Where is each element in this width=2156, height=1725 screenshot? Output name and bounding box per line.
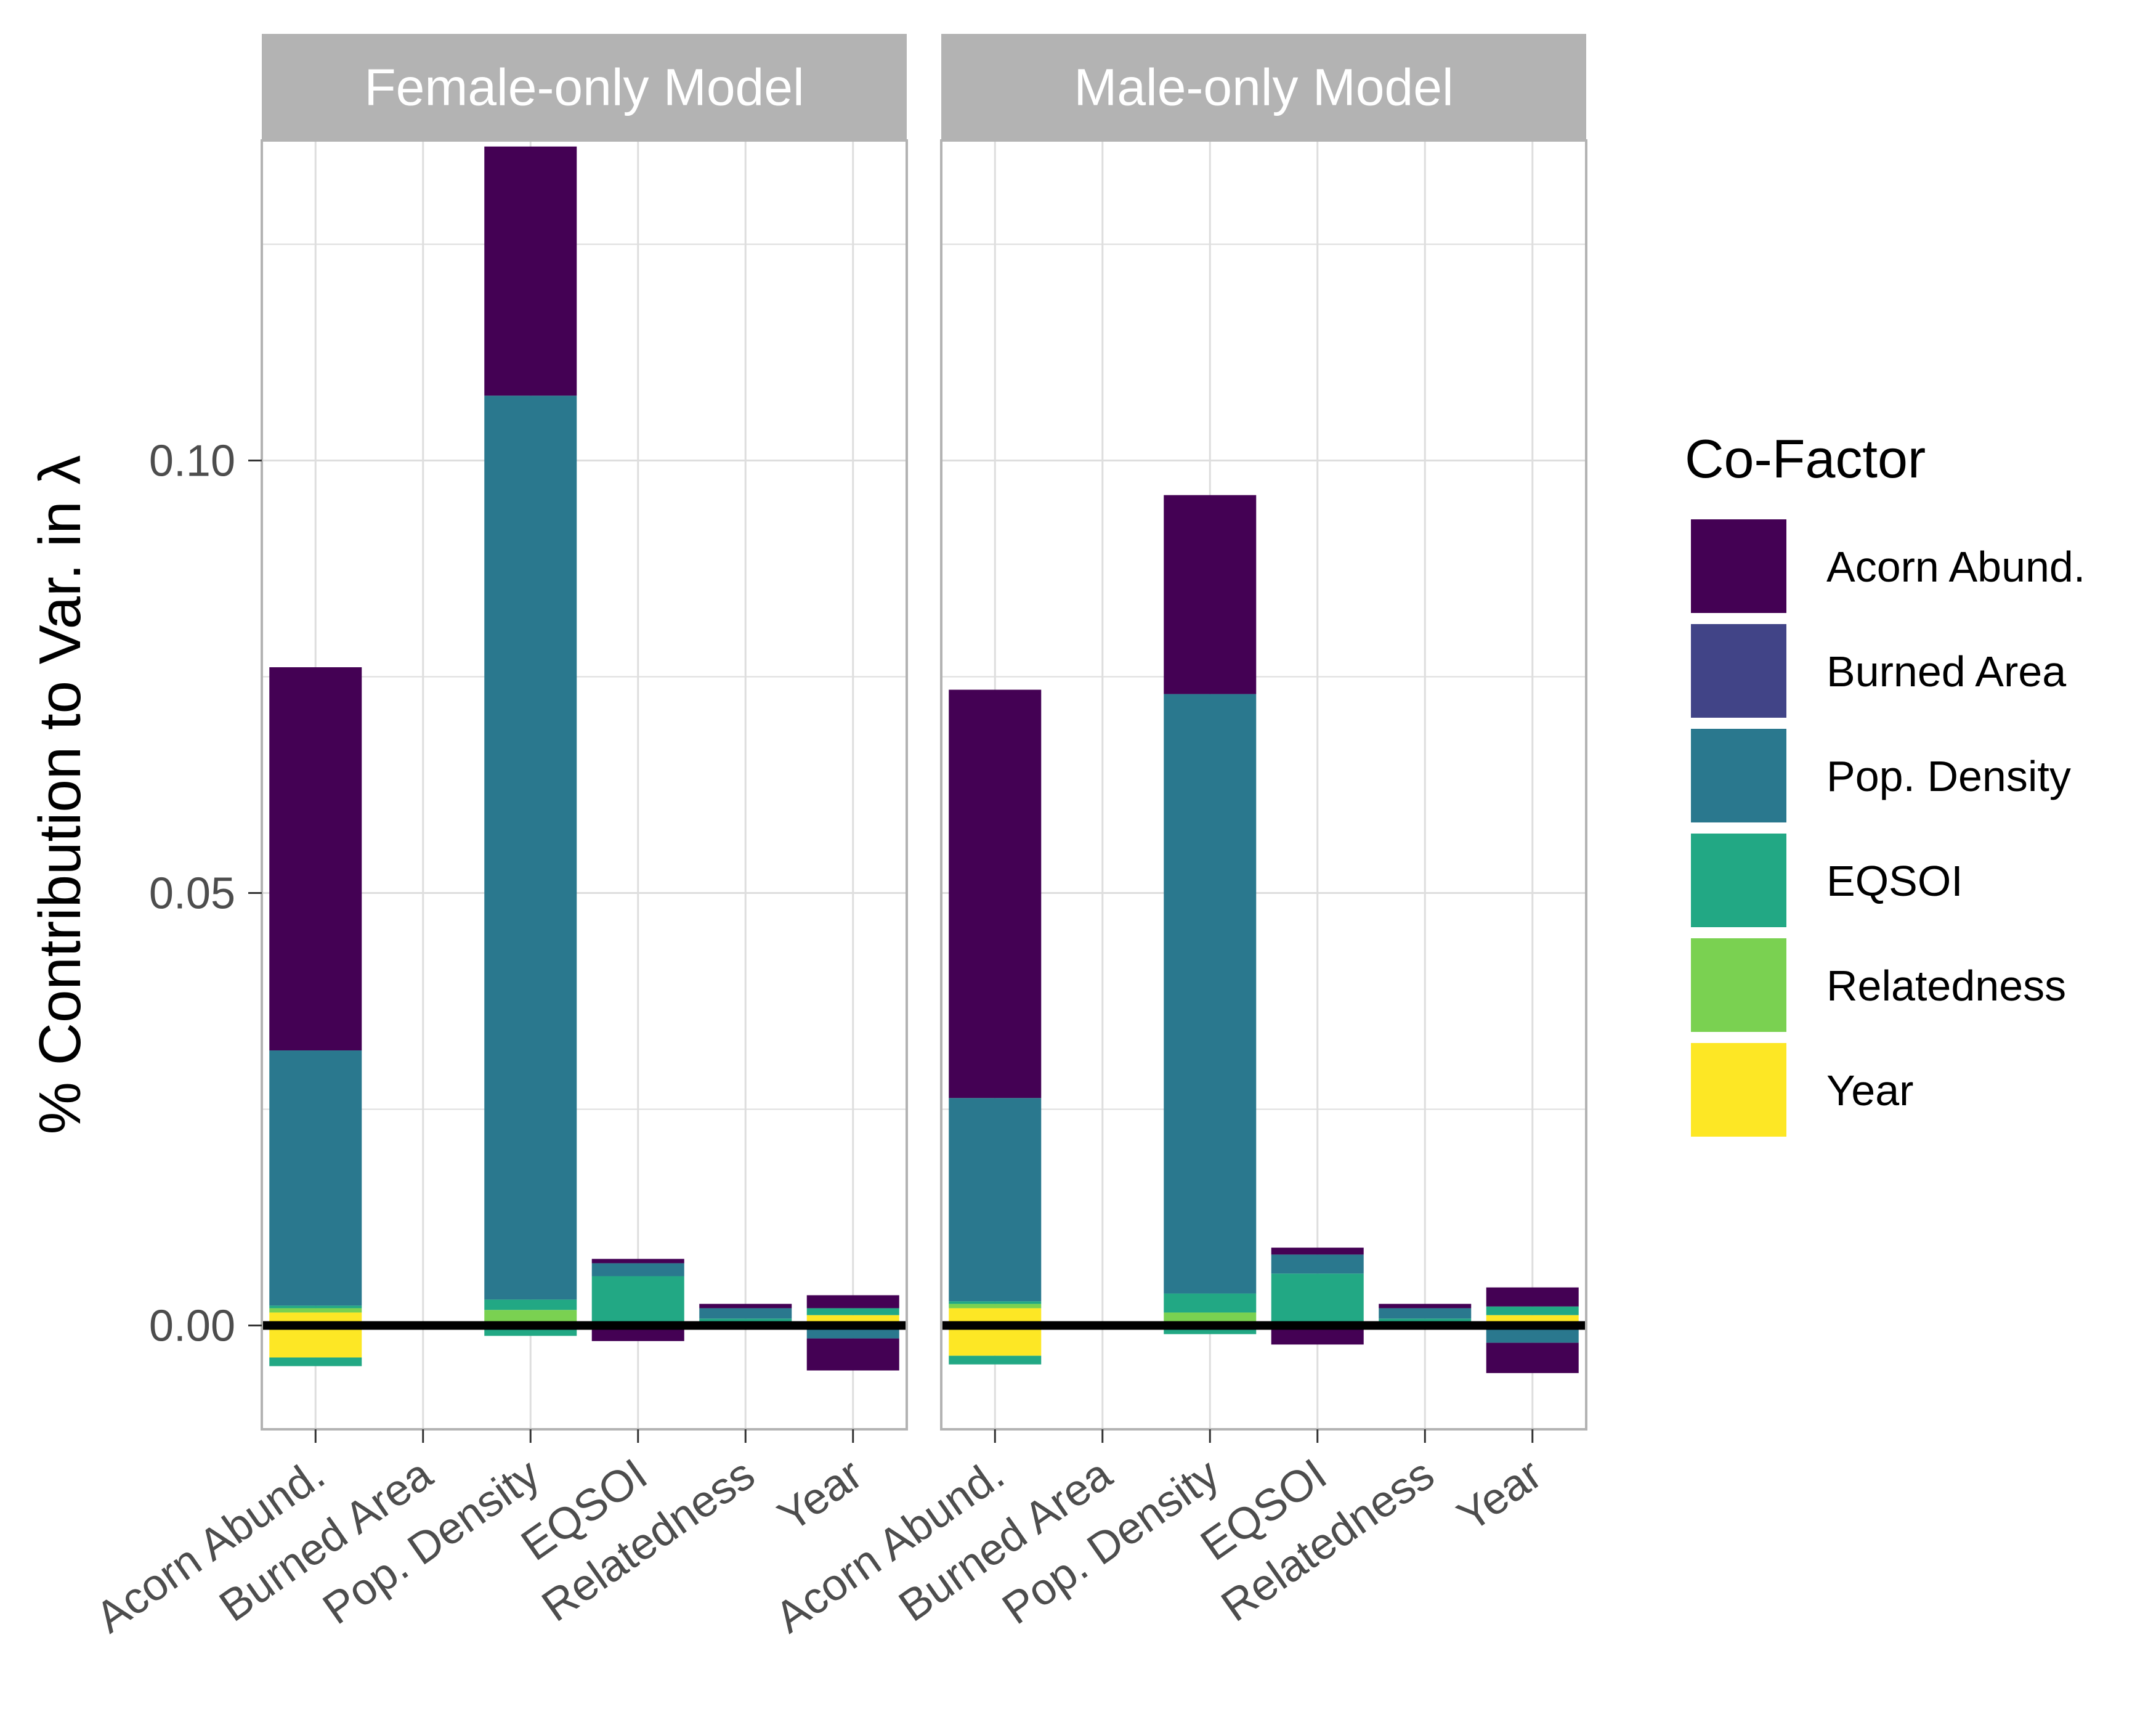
bar-segment	[591, 1276, 684, 1326]
legend-item: Burned Area	[1691, 624, 2066, 718]
bar-segment	[1271, 1248, 1364, 1255]
bar-segment	[699, 1308, 792, 1319]
bar-segment	[949, 1325, 1042, 1356]
panel-border	[940, 139, 1587, 1431]
bar-segment	[484, 396, 577, 1300]
bar-segment	[806, 1338, 899, 1371]
legend-item: Year	[1691, 1043, 1913, 1137]
bar-segment	[269, 1050, 362, 1306]
y-axis-title: % Contribution to Var. in λ	[27, 455, 93, 1135]
legend-key	[1691, 1043, 1786, 1137]
bar-pop-density	[484, 146, 577, 1336]
panel-border	[261, 139, 908, 1431]
bar-year	[1486, 1287, 1579, 1373]
bar-year	[806, 1295, 899, 1371]
legend-label: Burned Area	[1826, 647, 2066, 696]
y-tick-label: 0.05	[149, 869, 235, 919]
bar-segment	[591, 1263, 684, 1276]
y-tick-label: 0.10	[149, 436, 235, 485]
bar-segment	[591, 1259, 684, 1264]
bar-acorn-abund-	[269, 667, 362, 1366]
legend-label: EQSOI	[1826, 857, 1963, 905]
bar-segment	[1164, 495, 1257, 694]
legend-item: Relatedness	[1691, 938, 2066, 1032]
bar-segment	[269, 1308, 362, 1313]
legend-label: Acorn Abund.	[1826, 543, 2085, 591]
bar-segment	[269, 1305, 362, 1309]
bar-segment	[484, 1299, 577, 1310]
bar-segment	[1486, 1287, 1579, 1307]
y-tick-label: 0.00	[149, 1302, 235, 1351]
bar-segment	[806, 1295, 899, 1309]
legend-key	[1691, 519, 1786, 613]
bar-segment	[949, 1355, 1042, 1365]
bar-segment	[1164, 694, 1257, 1294]
legend-item: Pop. Density	[1691, 729, 2071, 822]
legend-key	[1691, 624, 1786, 718]
legend-label: Pop. Density	[1826, 752, 2071, 800]
bar-acorn-abund-	[949, 689, 1042, 1365]
bar-segment	[699, 1304, 792, 1309]
bar-pop-density	[1164, 495, 1257, 1334]
legend-key	[1691, 834, 1786, 927]
bar-segment	[949, 689, 1042, 1098]
legend-items: Acorn Abund. Burned Area Pop. Density EQSOI…	[1691, 519, 2085, 1137]
legend-label: Year	[1826, 1066, 1913, 1114]
bar-segment	[1379, 1304, 1472, 1309]
bar-segment	[269, 1325, 362, 1358]
bar-segment	[949, 1304, 1042, 1309]
legend-key	[1691, 938, 1786, 1032]
facet-strip	[941, 34, 1586, 140]
bar-segment	[1486, 1306, 1579, 1315]
legend: Co-Factor Acorn Abund. Burned Area Pop. De…	[1685, 428, 2085, 1137]
facet-strip-label: Female-only Model	[364, 59, 804, 116]
bar-segment	[1271, 1273, 1364, 1326]
bar-eqsoi	[1271, 1248, 1364, 1345]
bar-segment	[1486, 1342, 1579, 1373]
bar-segment	[1379, 1308, 1472, 1319]
legend-title: Co-Factor	[1685, 428, 1926, 489]
bar-segment	[269, 667, 362, 1051]
bar-segment	[806, 1308, 899, 1315]
legend-key	[1691, 729, 1786, 822]
bar-segment	[1164, 1293, 1257, 1313]
bar-segment	[949, 1301, 1042, 1304]
facet-strip	[262, 34, 907, 140]
bar-segment	[269, 1357, 362, 1366]
legend-item: EQSOI	[1691, 834, 1963, 927]
bar-segment	[949, 1098, 1042, 1302]
legend-label: Relatedness	[1826, 962, 2066, 1010]
bar-segment	[484, 146, 577, 396]
legend-item: Acorn Abund.	[1691, 519, 2085, 613]
facet-strip-label: Male-only Model	[1074, 59, 1453, 116]
bar-segment	[1271, 1254, 1364, 1274]
